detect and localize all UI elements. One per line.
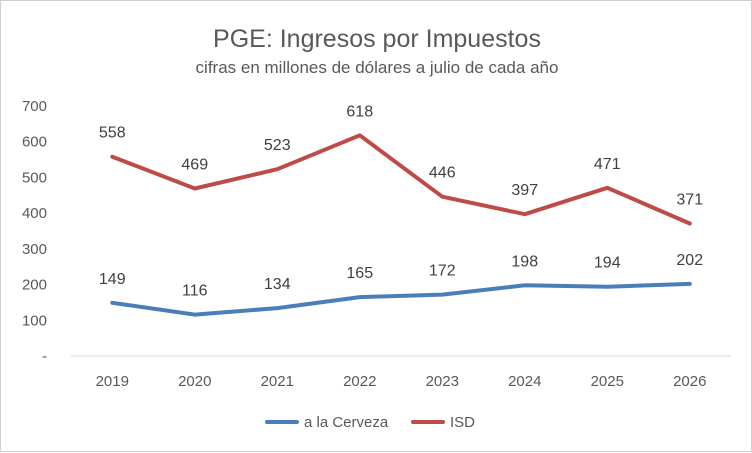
data-label: 618 (346, 103, 373, 120)
y-tick-label: 400 (22, 205, 47, 222)
y-tick-label: 500 (22, 169, 47, 186)
data-label: 523 (264, 137, 291, 154)
chart-title: PGE: Ingresos por Impuestos (213, 25, 541, 53)
y-tick-label: 200 (22, 277, 47, 294)
data-label: 165 (346, 265, 373, 282)
y-tick-label: 300 (22, 241, 47, 258)
x-tick-label: 2021 (261, 373, 294, 390)
data-label: 446 (429, 165, 456, 182)
data-label: 198 (511, 253, 538, 270)
x-tick-label: 2024 (508, 373, 541, 390)
y-tick-label: 700 (22, 98, 47, 115)
y-tick-label: 100 (22, 312, 47, 329)
data-label: 172 (429, 263, 456, 280)
data-label: 134 (264, 276, 291, 293)
data-label: 371 (676, 192, 703, 209)
data-label: 194 (594, 255, 621, 272)
data-label: 116 (182, 283, 208, 300)
series-line-2 (110, 133, 692, 226)
y-tick-label: - (42, 348, 47, 365)
legend-label: a la Cerveza (304, 414, 389, 431)
x-tick-label: 2026 (673, 373, 706, 390)
legend-label: ISD (450, 414, 475, 431)
x-tick-label: 2022 (343, 373, 376, 390)
data-label: 471 (594, 156, 621, 173)
data-label: 149 (99, 271, 126, 288)
data-label: 397 (511, 182, 538, 199)
y-tick-label: 600 (22, 134, 47, 151)
x-tick-label: 2019 (96, 373, 129, 390)
chart-subtitle: cifras en millones de dólares a julio de… (196, 58, 559, 77)
data-label: 558 (99, 125, 126, 142)
x-tick-label: 2023 (426, 373, 459, 390)
data-label: 469 (181, 157, 208, 174)
data-label: 202 (676, 252, 703, 269)
series-line-1 (110, 281, 692, 317)
x-tick-label: 2025 (591, 373, 624, 390)
x-tick-label: 2020 (178, 373, 211, 390)
